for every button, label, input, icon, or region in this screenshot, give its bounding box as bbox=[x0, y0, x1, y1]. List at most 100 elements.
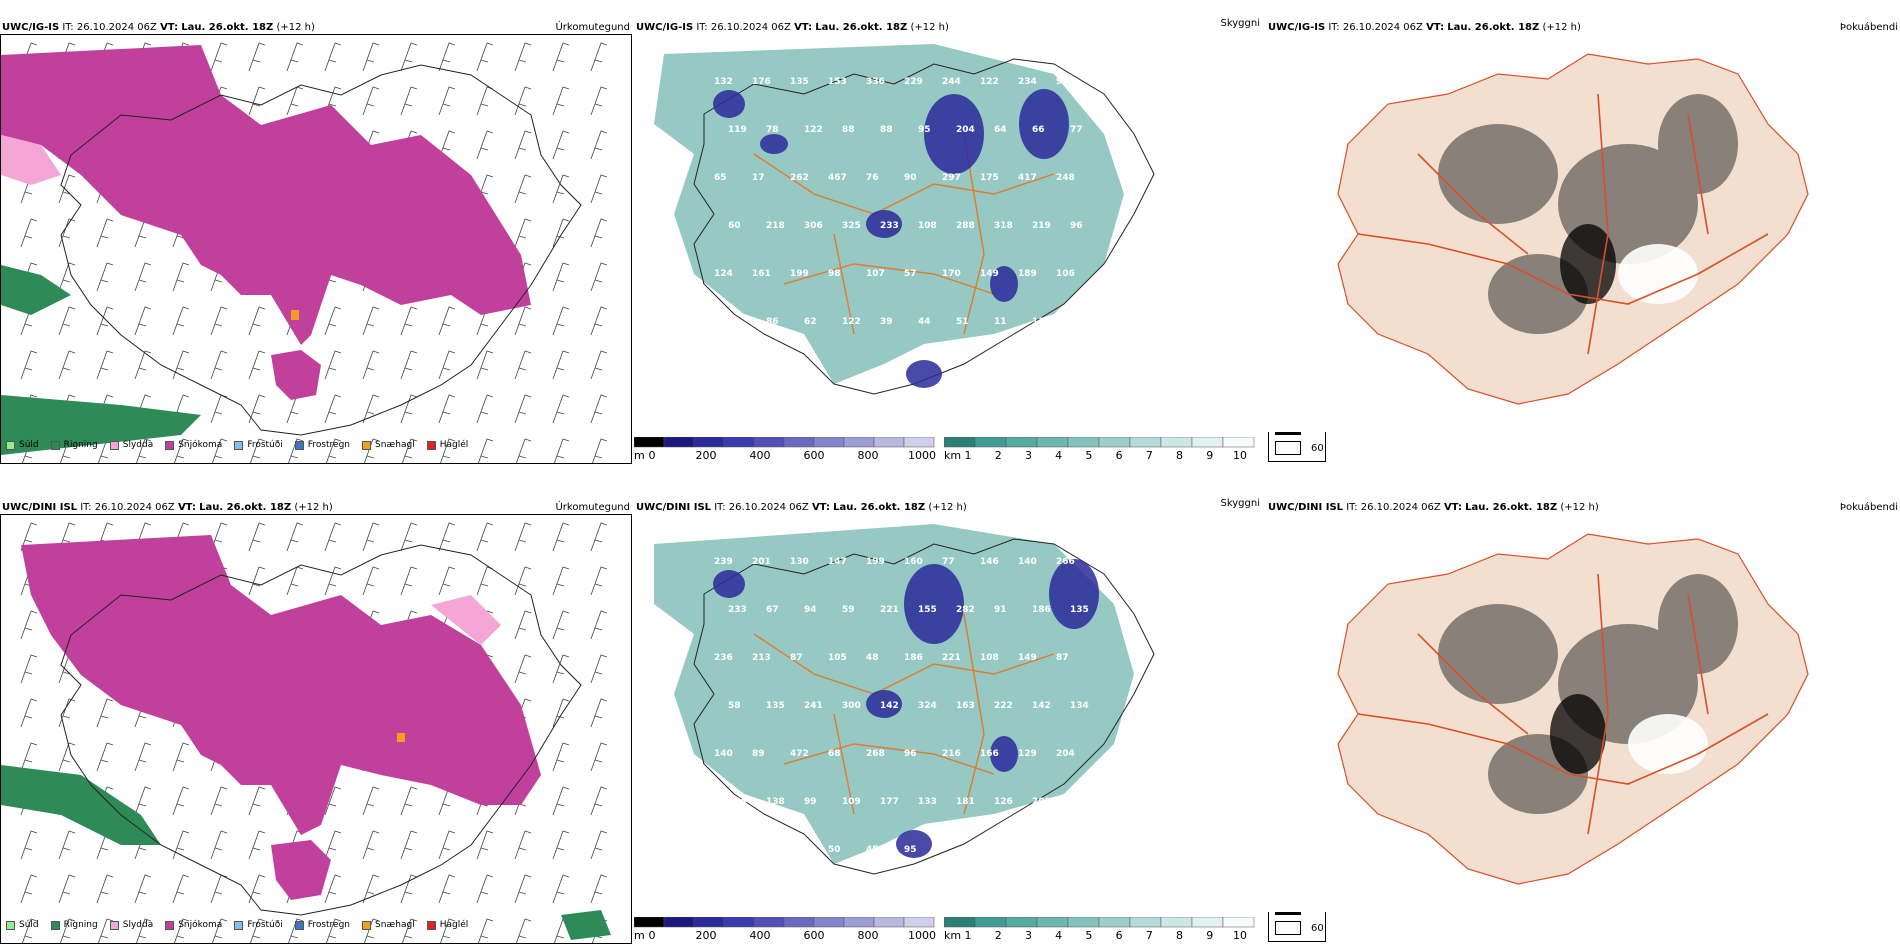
ceiling-label: 147 bbox=[828, 557, 847, 567]
wind-barb bbox=[174, 438, 190, 463]
ceiling-color-step bbox=[813, 437, 845, 448]
precip-legend-item: Frostúði bbox=[234, 920, 283, 930]
wind-barb bbox=[20, 522, 38, 552]
fog-coast bbox=[1337, 53, 1809, 405]
ceiling-label: 221 bbox=[880, 605, 899, 615]
wind-barb bbox=[552, 394, 570, 424]
precip-legend-swatch bbox=[50, 440, 60, 450]
ceiling-label: 244 bbox=[942, 77, 961, 87]
wind-barb bbox=[476, 130, 494, 160]
snow-area bbox=[21, 535, 541, 835]
ceiling-label: 186 bbox=[1032, 605, 1051, 615]
ceiling-color-step bbox=[723, 917, 755, 928]
wind-barb bbox=[58, 830, 76, 860]
wind-barb bbox=[324, 350, 342, 380]
ceiling-label: 44 bbox=[918, 317, 931, 327]
wind-barb bbox=[438, 566, 456, 596]
wind-barb bbox=[172, 306, 190, 336]
visibility-color-step bbox=[1036, 437, 1069, 448]
wind-barb bbox=[476, 522, 494, 552]
wind-barb bbox=[172, 262, 190, 292]
ceiling-label: 324 bbox=[918, 701, 937, 711]
wind-barb bbox=[210, 350, 228, 380]
wind-barb bbox=[324, 522, 342, 552]
colorbar-tick: 600 bbox=[803, 929, 825, 942]
colorbar-tick: 6 bbox=[1115, 929, 1123, 942]
ceiling-label: 288 bbox=[956, 221, 975, 231]
precip-title: Úrkomutegund bbox=[555, 22, 630, 33]
ceiling-color-step bbox=[634, 917, 665, 928]
precip-legend-swatch bbox=[6, 920, 15, 930]
ceiling-label: 68 bbox=[828, 749, 841, 759]
it-label: IT: bbox=[80, 502, 92, 513]
visibility-unit: km bbox=[944, 929, 962, 942]
ceiling-label: 91 bbox=[1056, 77, 1069, 87]
colorbar-tick: 400 bbox=[749, 449, 771, 462]
visibility-color-step bbox=[1005, 917, 1038, 928]
ceiling-cells bbox=[713, 89, 1069, 388]
ceiling-label: 91 bbox=[994, 605, 1007, 615]
wind-barb bbox=[324, 786, 342, 816]
it-label: IT: bbox=[696, 22, 708, 33]
ceiling-label: 77 bbox=[1070, 125, 1083, 135]
visibility-color-step bbox=[1098, 437, 1131, 448]
colorbar-tick: 0 bbox=[648, 929, 656, 942]
precip-legend: Súld Rigning Slydda Snjókoma Frostúði Frostre… bbox=[6, 920, 480, 930]
rain-area bbox=[1, 395, 201, 455]
ceiling-label: 88 bbox=[880, 125, 893, 135]
ceiling-color-step bbox=[843, 437, 875, 448]
vt-value: Lau. 26.okt. 18Z bbox=[181, 22, 274, 33]
ceiling-label: 95 bbox=[904, 845, 917, 855]
precip-legend-item: Haglél bbox=[426, 440, 468, 450]
visibility-color-step bbox=[1005, 437, 1038, 448]
cloud-title: Skyggni bbox=[1220, 18, 1260, 29]
precip-legend-item: Rigning bbox=[50, 920, 98, 930]
it-label: IT: bbox=[1328, 22, 1340, 33]
wind-barb bbox=[362, 306, 380, 336]
ceiling-label: 134 bbox=[1070, 701, 1089, 711]
wind-barb bbox=[476, 394, 494, 424]
wind-barb bbox=[590, 874, 608, 904]
colorbar-tick: 9 bbox=[1206, 929, 1214, 942]
wind-barb bbox=[400, 874, 418, 904]
wind-barb bbox=[248, 830, 266, 860]
wind-barb bbox=[478, 438, 494, 463]
ceiling-label: 325 bbox=[842, 221, 861, 231]
row-1: UWC/IG-IS IT: 26.10.2024 06Z VT: Lau. 26… bbox=[0, 0, 1900, 470]
snow-patch bbox=[271, 840, 331, 900]
it-value: 26.10.2024 06Z bbox=[94, 502, 175, 513]
ceiling-label: 149 bbox=[980, 269, 999, 279]
ceiling-color-step bbox=[903, 437, 935, 448]
rain-area bbox=[1, 765, 161, 845]
wind-barb bbox=[552, 262, 570, 292]
precip-legend-item: Slydda bbox=[109, 920, 153, 930]
ceiling-label: 64 bbox=[994, 125, 1007, 135]
precip-legend-item: Snjókoma bbox=[165, 920, 222, 930]
fog-dark-core bbox=[1560, 224, 1616, 304]
wind-barb bbox=[20, 742, 38, 772]
ceiling-color-step bbox=[873, 917, 905, 928]
iceland-outline bbox=[693, 538, 1155, 875]
colorbar-tick: 3 bbox=[1024, 929, 1032, 942]
wind-barb bbox=[172, 786, 190, 816]
ceiling-colorbar-svg bbox=[634, 437, 935, 448]
ceiling-visibility-map: 239 201 130 147 199 160 77 146 140 266 233 67 94 59 22… bbox=[634, 514, 1266, 912]
vt-label: VT: bbox=[160, 22, 179, 33]
fog-index-map bbox=[1268, 34, 1900, 432]
wind-barb bbox=[514, 130, 532, 160]
wind-barb bbox=[400, 350, 418, 380]
lead-time: (+12 h) bbox=[910, 22, 949, 33]
ceiling-label: 11 bbox=[1032, 317, 1045, 327]
ceiling-label: 73 bbox=[790, 845, 803, 855]
wind-barb bbox=[552, 86, 570, 116]
ceiling-label: 268 bbox=[866, 749, 885, 759]
ceiling-visibility-svg: 132 176 135 153 336 229 244 122 234 91 119 78 122 88 8… bbox=[634, 34, 1266, 432]
wind-barb bbox=[592, 438, 608, 463]
wind-barb bbox=[362, 830, 380, 860]
precip-legend-label: Frostregn bbox=[307, 920, 351, 930]
wind-barb bbox=[58, 262, 76, 292]
colorbar-tick: 2 bbox=[994, 929, 1002, 942]
ceiling-label: 160 bbox=[904, 557, 923, 567]
wind-barb bbox=[134, 306, 152, 336]
visibility-colorbar-svg bbox=[944, 437, 1255, 448]
